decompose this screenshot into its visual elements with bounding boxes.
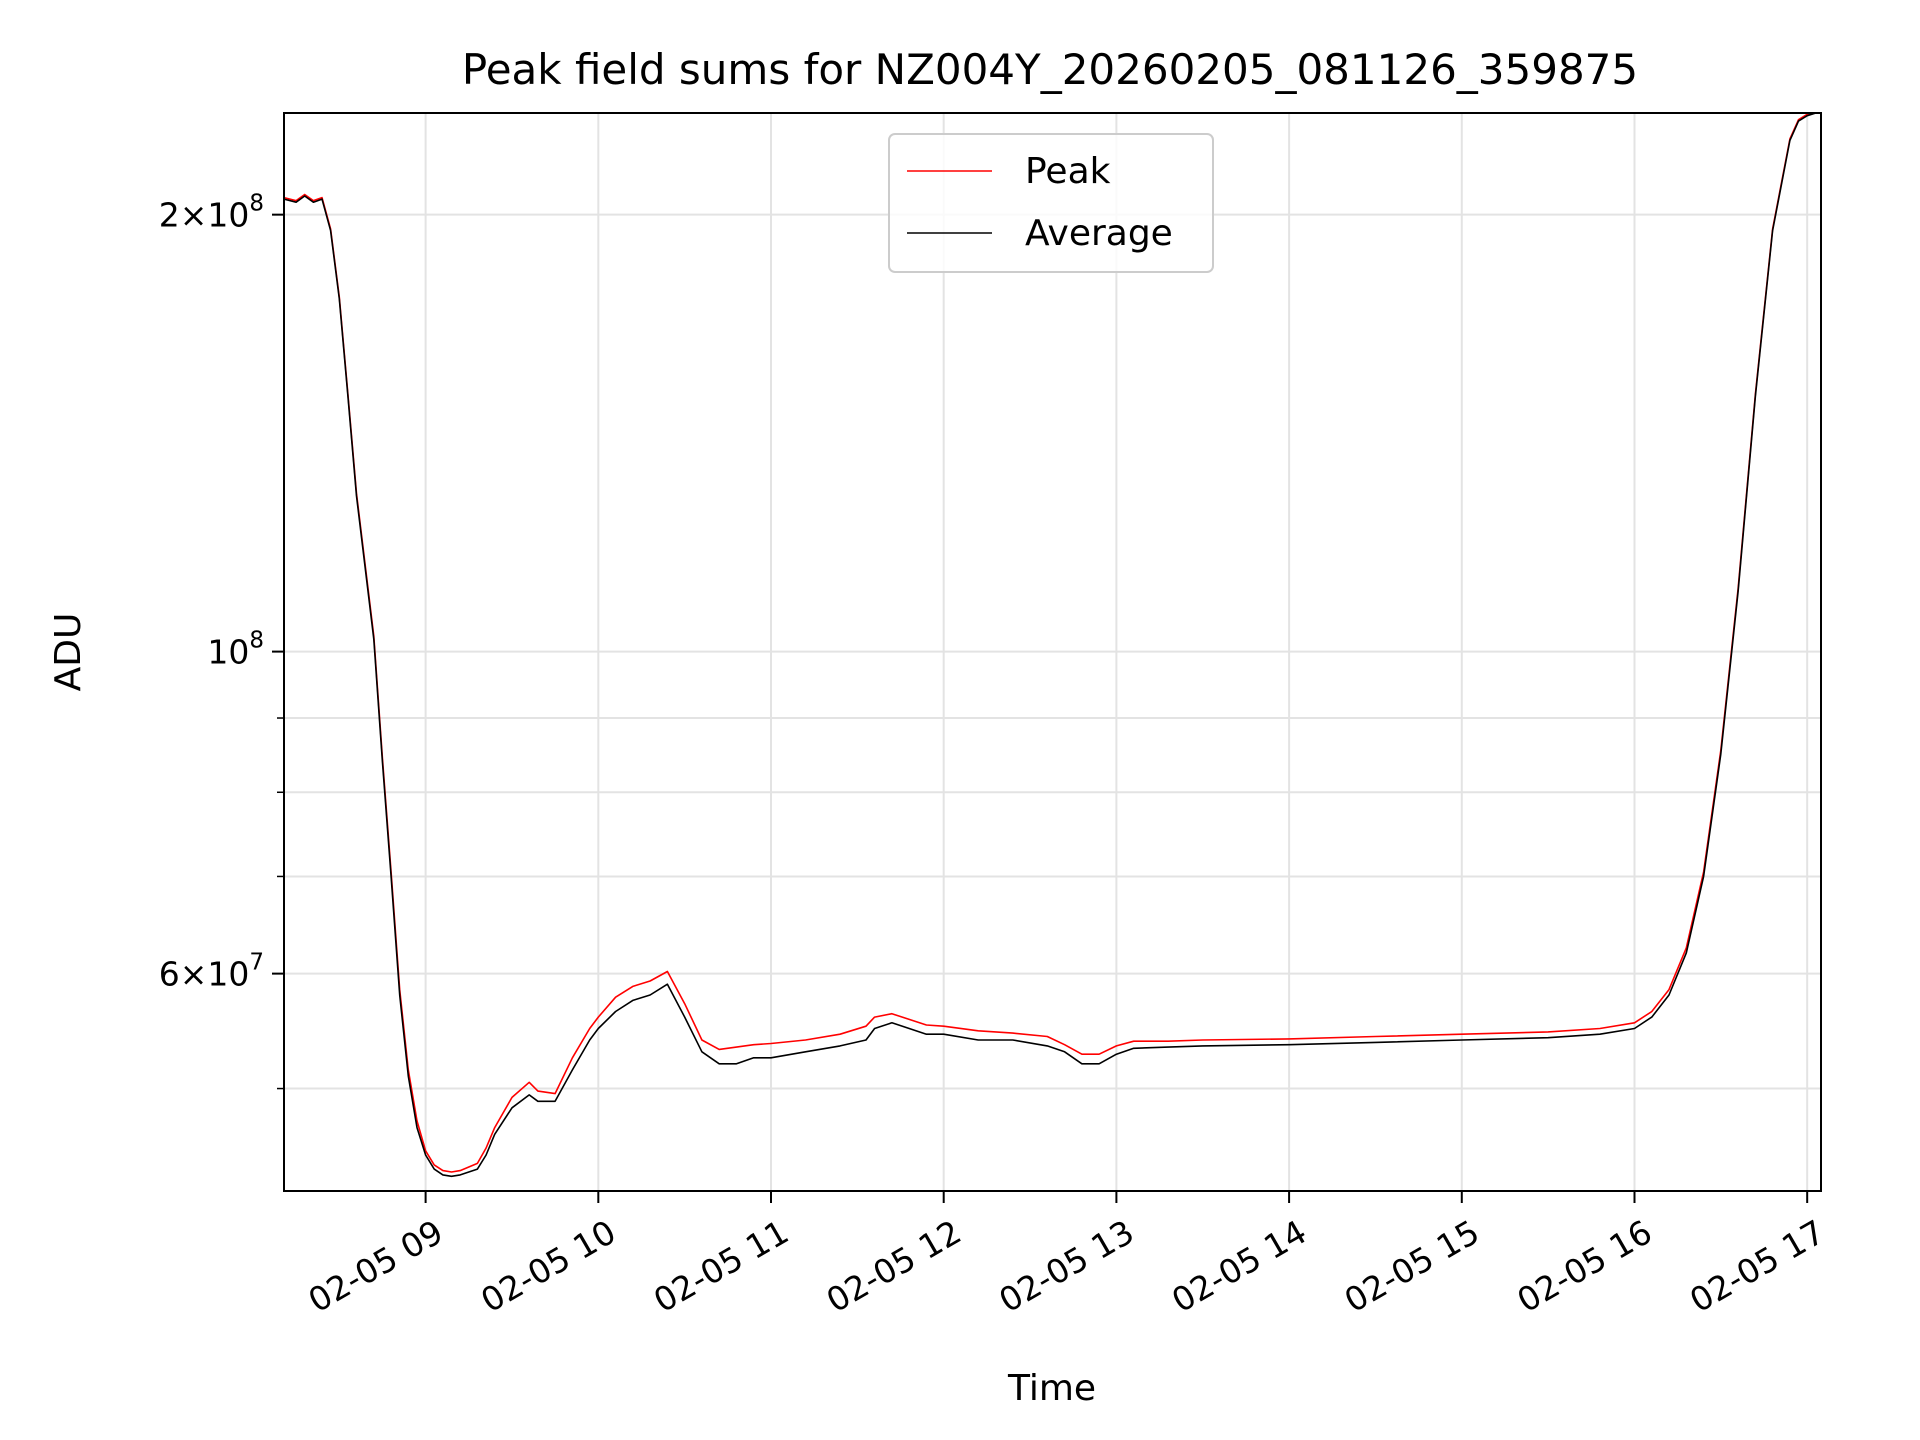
legend-average-label: Average — [1025, 213, 1173, 254]
y-tick-label: 6×107 — [159, 950, 264, 994]
legend-peak-label: Peak — [1025, 151, 1111, 192]
y-axis-label: ADU — [48, 613, 89, 692]
legend: Peak Average — [888, 133, 1214, 273]
series-line-average — [283, 112, 1821, 1178]
y-tick-base: 10 — [207, 196, 249, 235]
y-tick-mantissa: 2 — [159, 196, 180, 235]
grid-lines — [284, 113, 1821, 1191]
y-tick-exponent: 7 — [249, 950, 264, 976]
y-tick-times-symbol: × — [180, 196, 208, 235]
y-tick-base: 10 — [207, 633, 249, 672]
y-tick-exponent: 8 — [249, 628, 264, 654]
chart-title: Peak field sums for NZ004Y_20260205_0811… — [462, 45, 1638, 94]
y-tick-label: 108 — [207, 628, 264, 672]
x-axis-label: Time — [1007, 1368, 1096, 1409]
legend-box — [888, 133, 1214, 273]
series-layer — [283, 112, 1821, 1178]
y-tick-mantissa: 6 — [159, 955, 180, 994]
y-tick-base: 10 — [207, 955, 249, 994]
y-tick-exponent: 8 — [249, 191, 264, 217]
y-tick-times-symbol: × — [180, 955, 208, 994]
y-tick-label: 2×108 — [159, 191, 264, 235]
